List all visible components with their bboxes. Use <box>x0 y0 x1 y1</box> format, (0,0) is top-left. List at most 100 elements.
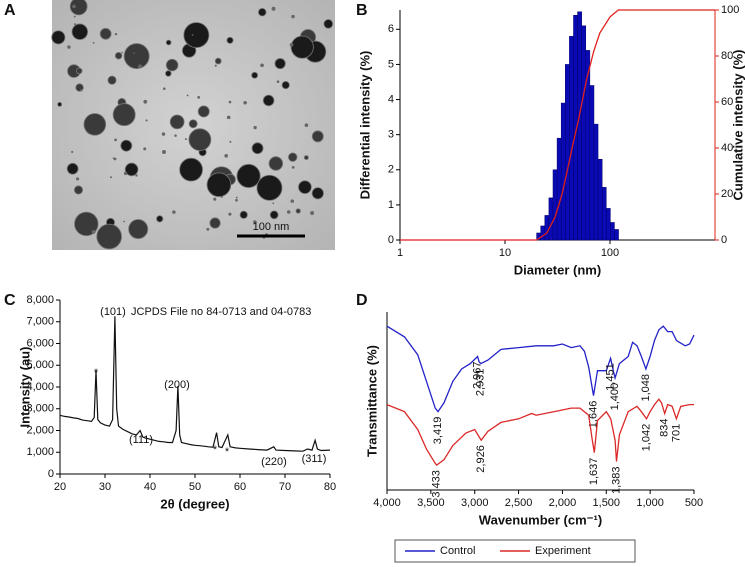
particle <box>123 43 150 70</box>
y2-axis-label: Cumulative intensity (%) <box>730 50 745 201</box>
y-tick-label: 2 <box>388 164 394 176</box>
y-tick-label: 0 <box>48 468 54 480</box>
bar <box>560 102 566 241</box>
speck <box>191 34 194 36</box>
particle <box>311 187 324 200</box>
bar <box>544 215 550 241</box>
speck <box>174 134 177 137</box>
cumulative-line <box>400 9 715 241</box>
annotation: (311) <box>302 453 327 465</box>
bar <box>601 187 607 241</box>
speck <box>291 166 295 169</box>
particle <box>256 174 283 201</box>
speck <box>79 89 83 92</box>
bar <box>610 222 615 241</box>
y-tick-label: 2,000 <box>26 424 54 436</box>
particle <box>114 51 123 60</box>
bar <box>577 11 582 241</box>
peak-label: 1,042 <box>640 424 652 452</box>
particle <box>165 39 172 46</box>
particle <box>214 57 222 65</box>
peak-label: 1,637 <box>588 458 600 486</box>
bar <box>565 64 570 241</box>
speck <box>228 100 232 104</box>
annotation: (111) <box>129 434 153 446</box>
particle <box>51 30 66 45</box>
peak-label: 834 <box>659 418 671 436</box>
particle <box>197 105 210 118</box>
speck <box>75 177 80 181</box>
speck <box>163 87 166 90</box>
bar <box>548 197 554 241</box>
x-tick-label: 500 <box>685 497 703 509</box>
y-tick-label: 8,000 <box>26 294 54 306</box>
y2-tick-label: 20 <box>721 188 733 200</box>
speck <box>197 95 201 99</box>
speck <box>172 210 176 214</box>
x-axis-label: Wavenumber (cm⁻¹) <box>479 512 602 527</box>
y-axis-label: Intensity (au) <box>17 347 32 428</box>
particle <box>188 128 212 152</box>
particle <box>311 130 324 143</box>
speck <box>260 63 264 68</box>
speck <box>123 220 126 223</box>
speck <box>186 94 189 97</box>
particle <box>99 27 112 40</box>
y-tick-label: 1,000 <box>26 446 54 458</box>
speck <box>110 176 112 179</box>
speck <box>71 150 74 154</box>
peak-label: 1,048 <box>640 374 652 402</box>
speck <box>286 210 291 214</box>
particle <box>120 139 133 152</box>
speck <box>145 119 148 122</box>
particle <box>71 23 89 40</box>
speck <box>72 4 76 9</box>
bar <box>552 169 558 241</box>
speck <box>253 125 257 130</box>
x-tick-label: 30 <box>99 481 111 493</box>
particle <box>156 215 164 223</box>
panel-label: A <box>4 2 16 19</box>
panel-label: C <box>4 292 16 309</box>
x-tick-label: 4,000 <box>373 497 401 509</box>
particle <box>281 80 290 90</box>
particle <box>107 75 117 85</box>
peak-label: 3,433 <box>431 470 443 498</box>
bar <box>569 36 574 241</box>
speck <box>73 15 76 18</box>
panel-label: D <box>356 292 368 309</box>
particle <box>288 152 298 162</box>
particle <box>74 211 99 237</box>
speck <box>184 138 187 141</box>
bar <box>540 225 546 241</box>
x-tick-label: 20 <box>54 481 66 493</box>
particle <box>236 163 261 188</box>
particle <box>57 101 63 107</box>
particle <box>298 180 312 194</box>
speck <box>143 99 148 104</box>
legend-label: Control <box>440 545 475 557</box>
y-tick-label: 1 <box>388 199 394 211</box>
bar <box>614 229 619 241</box>
y-tick-label: 6,000 <box>26 337 54 349</box>
particle <box>251 71 259 79</box>
particle <box>251 142 264 155</box>
particle <box>75 67 83 75</box>
speck <box>206 227 210 231</box>
peak-label: 701 <box>670 424 682 442</box>
speck <box>291 14 295 19</box>
speck <box>133 52 136 55</box>
y-tick-label: 5,000 <box>26 359 54 371</box>
speck <box>114 32 118 36</box>
particle <box>128 219 149 240</box>
speck <box>243 101 247 105</box>
particle <box>226 36 234 44</box>
particle <box>169 114 185 130</box>
speck <box>229 140 232 143</box>
particle <box>274 58 286 70</box>
x-axis-label: Diameter (nm) <box>514 262 601 277</box>
particle <box>295 208 301 214</box>
series-line <box>386 398 694 466</box>
speck <box>214 64 217 67</box>
speck <box>123 171 128 176</box>
